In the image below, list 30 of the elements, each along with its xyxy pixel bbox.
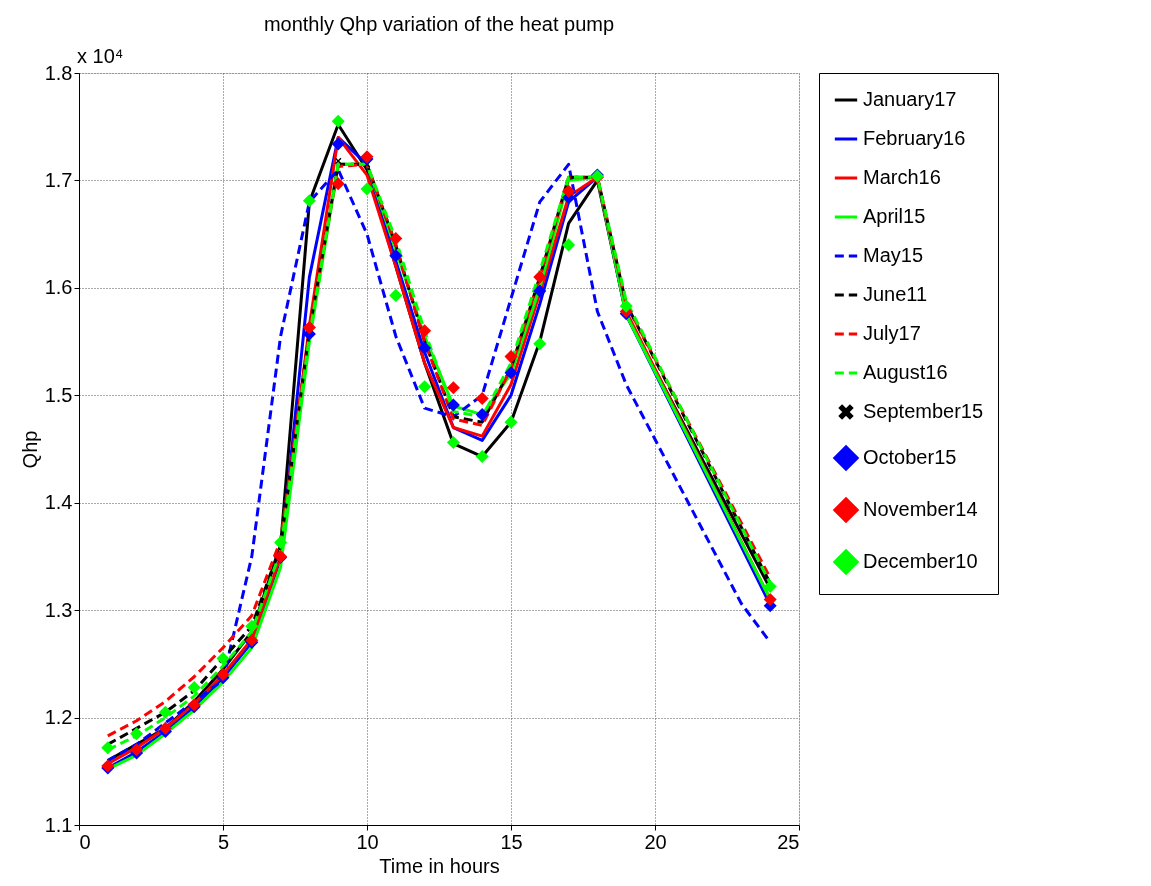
chart-title: monthly Qhp variation of the heat pump — [263, 13, 615, 35]
y-tick-label: 1.7 — [44, 168, 73, 191]
legend-label: November14 — [863, 498, 978, 520]
legend-label: February16 — [863, 127, 966, 149]
y-tick-label: 1.6 — [44, 276, 73, 299]
legend-label: May15 — [863, 244, 924, 266]
x-tick-label: 20 — [644, 830, 667, 853]
x-tick-label: 10 — [356, 830, 379, 853]
x-tick-label: 5 — [217, 830, 230, 853]
y-tick-label: 1.8 — [44, 61, 73, 84]
legend-label: September15 — [863, 400, 984, 422]
y-tick-label: 1.1 — [44, 813, 73, 836]
x-tick-label: 15 — [500, 830, 523, 853]
y-tick-label: 1.5 — [44, 383, 73, 406]
y-axis-title: Qhp — [18, 430, 41, 469]
x-axis-title: Time in hours — [379, 854, 500, 877]
x-tick-label: 25 — [777, 830, 800, 853]
legend-label: June11 — [863, 283, 928, 305]
legend-label: August16 — [863, 361, 948, 383]
legend-label: March16 — [863, 166, 941, 188]
y-tick-label: 1.2 — [44, 706, 73, 729]
legend-label: October15 — [863, 446, 957, 468]
text: x 10⁴ — [77, 45, 124, 67]
y-tick-label: 1.3 — [44, 598, 73, 621]
legend-label: December10 — [863, 550, 978, 572]
legend-label: July17 — [863, 322, 921, 344]
x-tick-label: 0 — [79, 830, 91, 853]
y-tick-label: 1.4 — [44, 491, 73, 514]
legend-label: January17 — [863, 88, 957, 110]
legend-label: April15 — [863, 205, 926, 227]
